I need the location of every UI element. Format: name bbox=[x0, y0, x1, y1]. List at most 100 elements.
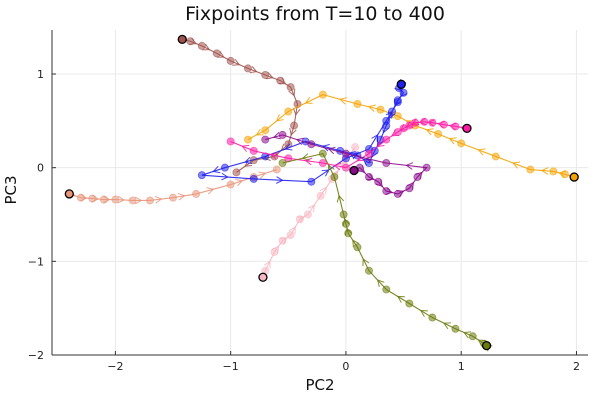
data-point bbox=[393, 98, 402, 107]
data-point bbox=[351, 143, 360, 152]
arrowhead bbox=[292, 107, 301, 116]
data-point bbox=[318, 158, 327, 167]
y-tick-label: −1 bbox=[28, 255, 44, 268]
start-marker bbox=[569, 172, 579, 182]
arrowhead bbox=[512, 161, 521, 169]
y-tick-label: −2 bbox=[28, 349, 44, 362]
data-point bbox=[364, 149, 373, 158]
data-point bbox=[99, 195, 108, 204]
start-marker bbox=[177, 34, 187, 45]
data-point bbox=[399, 88, 408, 97]
data-point bbox=[330, 173, 339, 182]
data-point bbox=[88, 194, 97, 203]
data-point bbox=[226, 56, 235, 65]
y-axis-label: PC3 bbox=[2, 175, 20, 204]
data-point bbox=[111, 195, 120, 204]
data-point bbox=[318, 90, 327, 99]
arrowhead bbox=[255, 128, 264, 136]
series-layer bbox=[64, 34, 579, 352]
data-point bbox=[261, 70, 270, 79]
data-point bbox=[382, 116, 391, 125]
arrowhead bbox=[202, 43, 211, 51]
data-point bbox=[413, 173, 422, 182]
data-point bbox=[428, 118, 437, 127]
arrowhead bbox=[288, 88, 296, 97]
arrowhead bbox=[249, 66, 258, 74]
x-tick-label: 1 bbox=[458, 360, 465, 373]
data-point bbox=[186, 37, 195, 46]
series-5 bbox=[226, 117, 471, 172]
data-point bbox=[307, 140, 316, 149]
data-point bbox=[382, 285, 391, 294]
data-point bbox=[339, 210, 348, 219]
data-point bbox=[249, 174, 258, 183]
data-point bbox=[420, 117, 429, 126]
data-point bbox=[353, 99, 362, 108]
axes: −2 −1 0 1 2 −2 −1 0 1 bbox=[28, 30, 588, 373]
arrowhead bbox=[477, 148, 486, 156]
data-point bbox=[145, 196, 154, 205]
data-point bbox=[341, 219, 350, 228]
data-point bbox=[341, 149, 350, 158]
data-point bbox=[307, 177, 316, 186]
arrowhead bbox=[376, 139, 385, 148]
data-point bbox=[243, 135, 252, 144]
arrowhead bbox=[295, 137, 304, 146]
arrowhead bbox=[304, 157, 313, 166]
start-marker bbox=[349, 165, 359, 176]
data-point bbox=[405, 184, 414, 193]
arrowhead bbox=[206, 187, 215, 195]
arrowhead bbox=[319, 186, 327, 195]
arrowhead bbox=[244, 156, 253, 165]
arrowhead bbox=[365, 155, 373, 164]
arrowhead bbox=[362, 258, 370, 267]
data-point bbox=[197, 171, 206, 180]
data-point bbox=[376, 105, 385, 114]
data-point bbox=[232, 168, 241, 177]
arrowhead bbox=[327, 146, 336, 155]
data-point bbox=[278, 158, 287, 167]
data-point bbox=[393, 128, 402, 137]
data-point bbox=[249, 146, 258, 155]
arrowhead bbox=[216, 51, 225, 58]
arrowhead bbox=[269, 152, 278, 160]
arrowhead bbox=[419, 309, 428, 317]
series-0 bbox=[178, 35, 302, 177]
data-point bbox=[286, 83, 295, 92]
arrowhead bbox=[284, 143, 293, 151]
data-point bbox=[422, 163, 431, 172]
data-point bbox=[405, 299, 414, 308]
data-point bbox=[341, 163, 350, 172]
data-point bbox=[451, 122, 460, 131]
data-point bbox=[491, 152, 500, 161]
series-4 bbox=[197, 79, 408, 186]
data-point bbox=[243, 64, 252, 73]
data-point bbox=[276, 76, 285, 85]
data-point bbox=[353, 243, 362, 252]
data-point bbox=[549, 167, 558, 176]
arrowhead bbox=[258, 171, 267, 179]
start-marker bbox=[258, 272, 268, 282]
arrowhead bbox=[304, 97, 313, 104]
data-point bbox=[393, 189, 402, 198]
data-point bbox=[344, 229, 353, 238]
data-point bbox=[169, 193, 178, 202]
series-line bbox=[182, 38, 299, 173]
data-point bbox=[393, 112, 402, 121]
data-point bbox=[128, 196, 137, 205]
x-tick-label: 2 bbox=[573, 360, 580, 373]
arrowhead bbox=[382, 125, 390, 134]
arrowhead bbox=[301, 153, 310, 161]
arrowhead bbox=[448, 137, 457, 145]
data-point bbox=[261, 126, 270, 135]
data-point bbox=[226, 180, 235, 189]
arrowhead bbox=[352, 239, 360, 248]
arrowhead bbox=[263, 260, 271, 269]
arrowhead bbox=[134, 196, 143, 205]
y-tick-label: 1 bbox=[37, 68, 44, 81]
arrowhead bbox=[232, 58, 241, 66]
start-marker bbox=[462, 123, 472, 133]
arrowhead bbox=[272, 132, 281, 140]
series-line bbox=[247, 94, 575, 178]
